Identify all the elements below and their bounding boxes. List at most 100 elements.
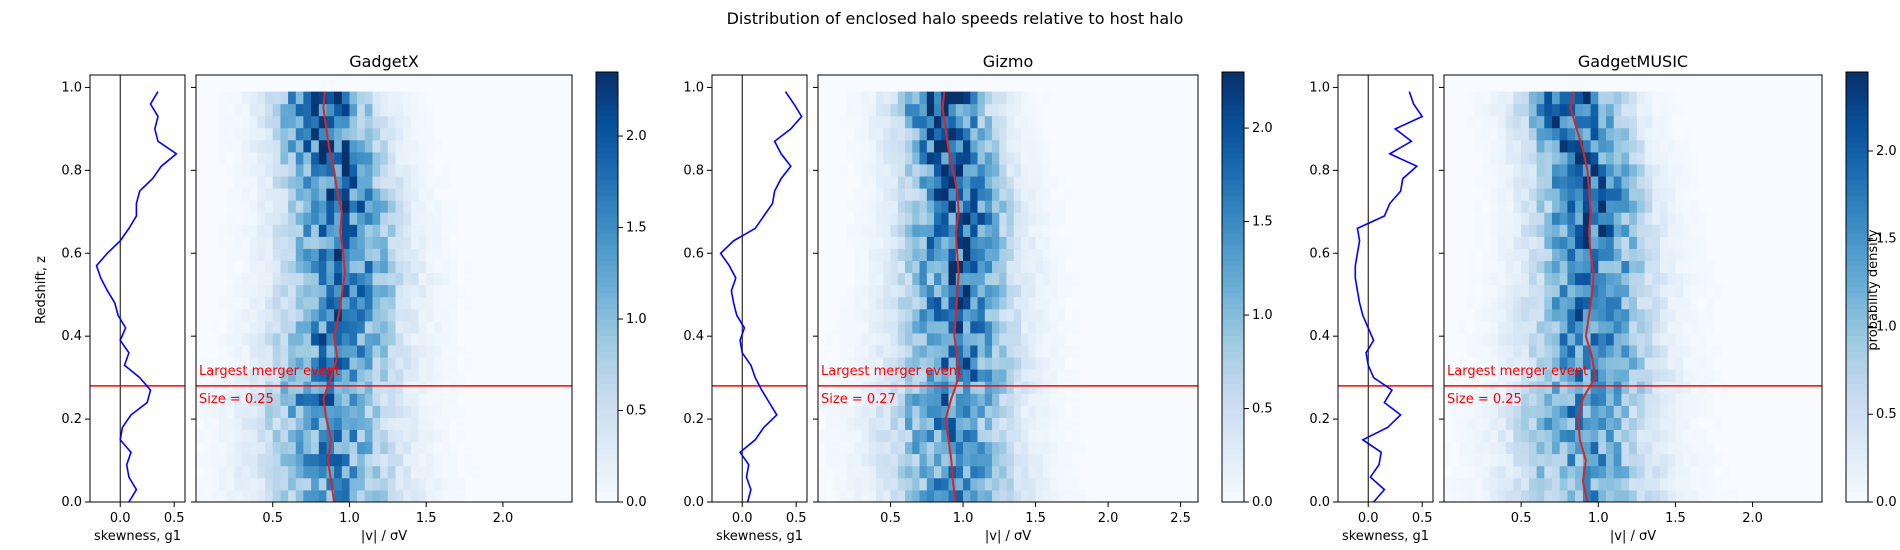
heatmap-cell (905, 260, 913, 274)
heatmap-cell (926, 453, 935, 467)
heatmap-cell (1690, 369, 1699, 382)
heatmap-cell (318, 308, 327, 322)
heatmap-cell (1006, 357, 1015, 370)
heatmap-cell (1698, 320, 1707, 334)
heatmap-cell (418, 127, 427, 141)
heatmap-cell (403, 236, 412, 249)
heatmap-cell (1028, 236, 1036, 249)
heatmap-cell (265, 164, 274, 177)
heatmap-cell (883, 127, 891, 141)
heatmap-cell (418, 224, 427, 237)
heatmap-cell (1474, 296, 1483, 310)
heatmap-cell (1667, 393, 1676, 406)
heatmap-cell (403, 429, 412, 443)
heatmap-cell (1636, 284, 1645, 298)
heatmap-cell (1021, 381, 1029, 394)
heatmap-cell (1028, 405, 1036, 418)
heatmap-cell (334, 357, 343, 370)
heatmap-cell (1629, 200, 1638, 213)
heatmap-cell (249, 296, 258, 310)
heatmap-cell (1613, 224, 1622, 237)
heatmap-cell (1513, 127, 1522, 141)
heatmap-cell (341, 103, 350, 117)
heatmap-cell (1505, 164, 1514, 177)
colorbar-step (1846, 330, 1868, 336)
heatmap-cell (387, 236, 396, 249)
heatmap-cell (318, 260, 327, 274)
heatmap-cell (426, 164, 435, 177)
heatmap-cell (1675, 103, 1684, 117)
heatmap-cell (919, 103, 928, 117)
colorbar-step (596, 136, 618, 143)
heatmap-cell (318, 381, 327, 394)
heatmap-cell (1683, 369, 1692, 382)
heatmap-cell (839, 429, 848, 443)
heatmap-cell (1582, 429, 1591, 443)
heatmap-cell (1513, 320, 1522, 334)
heatmap-cell (992, 139, 1000, 153)
heatmap-cell (1505, 405, 1514, 418)
heatmap-cell (963, 200, 971, 213)
heatmap-cell (1513, 357, 1522, 370)
heatmap-cell (1050, 357, 1058, 370)
heatmap-cell (854, 405, 862, 418)
colorbar-frame (1845, 71, 1869, 503)
heatmap-cell (868, 284, 877, 298)
heatmap-cell (226, 260, 235, 274)
heatmap-cell (1606, 489, 1615, 503)
heatmap-cell (890, 164, 899, 177)
heatmap-cell (1467, 248, 1476, 261)
heatmap-cell (963, 429, 971, 443)
heatmap-cell (380, 453, 389, 467)
heatmap-cell (372, 296, 381, 310)
heatmap-cell (919, 151, 928, 165)
colorbar-step (1846, 168, 1868, 175)
heatmap-cell (380, 393, 389, 406)
heatmap-cell (890, 272, 899, 286)
y-tick-label: 0.8 (683, 163, 704, 178)
colorbar-step (596, 410, 618, 417)
heatmap-cell (1536, 393, 1545, 406)
heatmap-cell (984, 127, 993, 141)
heatmap-cell (1652, 357, 1661, 370)
heatmap-cell (265, 477, 274, 491)
heatmap-cell (1505, 272, 1514, 286)
heatmap-cell (1528, 115, 1537, 129)
heatmap-cell (1598, 248, 1607, 261)
heatmap-cell (1028, 308, 1036, 322)
heatmap-cell (984, 369, 993, 382)
heatmap-cell (926, 320, 935, 334)
heatmap-cell (249, 393, 258, 406)
heatmap-cell (1567, 115, 1576, 129)
heatmap-cell (257, 164, 266, 177)
heatmap-cell (1035, 453, 1044, 467)
heatmap-cell (334, 441, 343, 455)
heatmap-cell (1459, 320, 1468, 334)
colorbar-step (1846, 88, 1868, 95)
heatmap-cell (1559, 236, 1568, 249)
colorbar-tick-label: 0.0 (1252, 495, 1273, 510)
heatmap-cell (433, 212, 442, 225)
heatmap-cell (387, 405, 396, 418)
heatmap-cell (1644, 465, 1653, 479)
colorbar-step (1846, 448, 1868, 455)
heatmap-cell (1521, 465, 1530, 479)
heatmap-cell (1544, 139, 1553, 153)
heatmap-cell (1660, 429, 1669, 443)
heatmap-cell (426, 453, 435, 467)
heatmap-cell (941, 176, 949, 189)
heatmap-cell (318, 489, 327, 503)
heatmap-cell (395, 308, 404, 322)
heatmap-cell (334, 260, 343, 274)
heatmap-cell (1690, 308, 1699, 322)
heatmap-cell (341, 164, 350, 177)
heatmap-cell (897, 115, 906, 129)
heatmap-cell (1474, 212, 1483, 225)
heatmap-cell (441, 477, 450, 491)
heatmap-cell (349, 489, 358, 503)
colorbar-step (1222, 405, 1244, 412)
heatmap-cell (1021, 139, 1029, 153)
heatmap-cell (1536, 188, 1545, 201)
heatmap-cell (1621, 429, 1630, 443)
heatmap-cell (955, 465, 964, 479)
